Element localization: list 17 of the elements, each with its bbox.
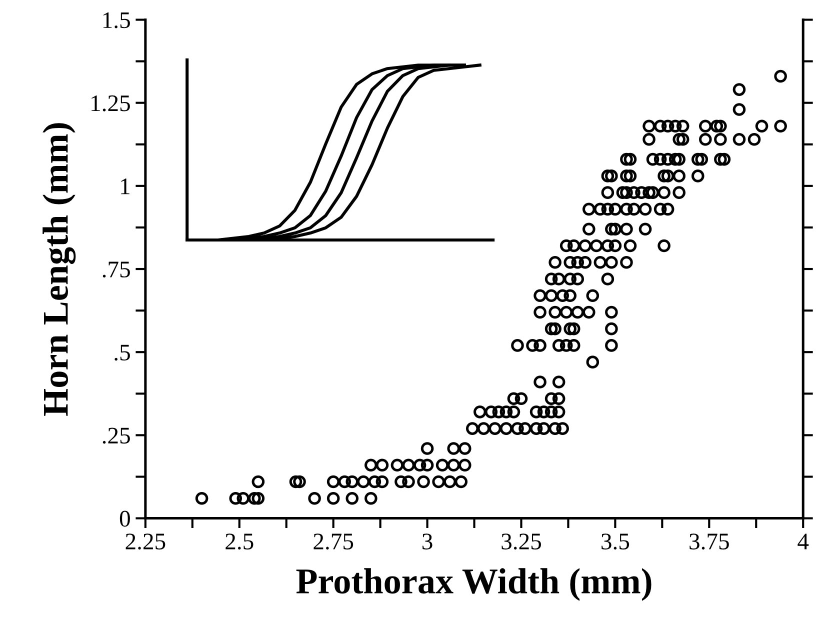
- y-tick-label: .5: [114, 344, 130, 361]
- x-tick-label: 3: [422, 534, 432, 550]
- y-tick-label: 1.5: [103, 12, 130, 28]
- x-tick-label: 3.25: [502, 534, 541, 550]
- x-tick-label: 2.25: [126, 534, 166, 550]
- y-tick-label: 0: [120, 510, 130, 527]
- x-tick-label: 4: [798, 534, 809, 550]
- x-axis-title: Prothorax Width (mm): [296, 568, 652, 601]
- x-tick-label: 2.75: [314, 534, 354, 550]
- y-tick-label: .75: [102, 262, 130, 278]
- x-tick-label: 3.75: [690, 534, 729, 550]
- y-axis-title: Horn Length (mm): [42, 123, 76, 416]
- y-tick-label: 1.25: [92, 95, 130, 112]
- y-tick-label: .25: [102, 428, 130, 444]
- y-tick-label: 1: [121, 178, 130, 194]
- x-tick-label: 3.5: [602, 534, 630, 550]
- x-tick-label: 2.5: [226, 534, 254, 550]
